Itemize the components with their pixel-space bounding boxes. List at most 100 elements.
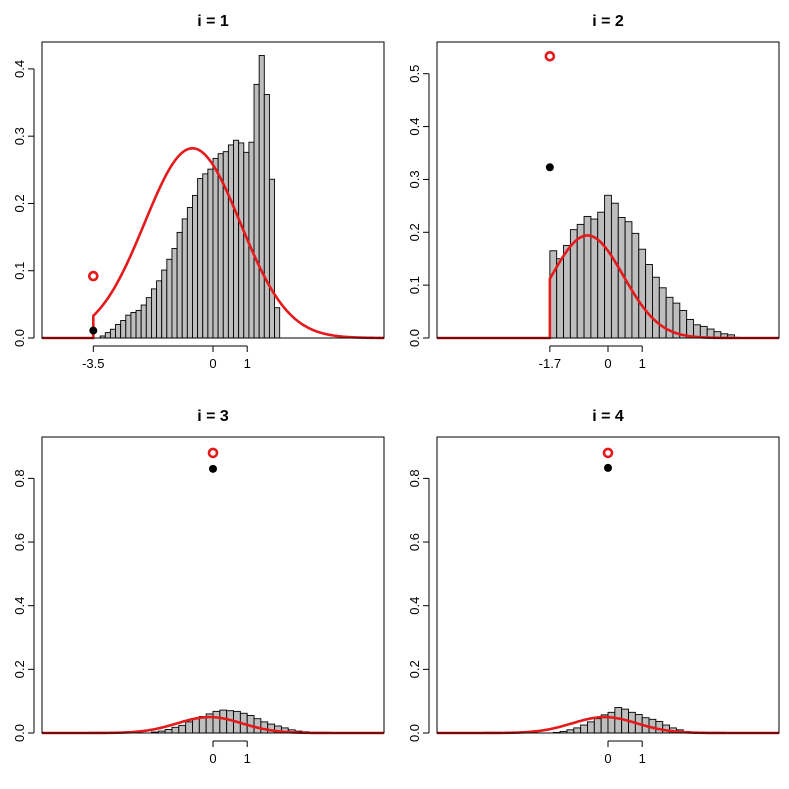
panel-2: i = 2 0.0 0.1 0.2 0.3 0.4 0.5 -1.7 0 1 xyxy=(407,13,780,371)
histogram-bar xyxy=(597,211,606,339)
histogram-bar xyxy=(233,139,240,339)
density-curve xyxy=(42,147,385,340)
x-tick-label: -3.5 xyxy=(82,356,104,371)
y-tick-label: 0.3 xyxy=(12,127,27,145)
y-tick-label: 0.2 xyxy=(407,660,422,678)
x-tick-label: 0 xyxy=(604,751,611,766)
histogram-bar xyxy=(607,711,616,734)
histogram-bar xyxy=(171,726,180,734)
open-red-point xyxy=(602,447,614,459)
filled-black-point xyxy=(209,464,217,473)
histogram-bar xyxy=(631,232,640,339)
histogram-bar xyxy=(274,307,281,339)
histogram-bar xyxy=(185,721,193,734)
histogram-bar xyxy=(593,718,602,734)
histogram-bar xyxy=(248,141,255,339)
y-tick-label: 0.0 xyxy=(407,329,422,347)
panel-3: i = 3 0.0 0.2 0.4 0.6 0.8 0 1 xyxy=(12,408,385,766)
histogram-bar xyxy=(219,709,228,734)
histogram-bar xyxy=(212,157,219,339)
open-red-point xyxy=(88,270,99,282)
histogram-bar xyxy=(652,276,660,339)
histogram-bar xyxy=(238,142,245,339)
histogram-bar xyxy=(186,207,193,339)
histogram-bar xyxy=(556,258,564,339)
open-red-point xyxy=(544,50,556,62)
histogram-bar xyxy=(222,151,229,339)
y-tick-label: 0.4 xyxy=(407,118,422,136)
histogram-bar xyxy=(580,724,588,734)
y-tick-label: 0.0 xyxy=(12,724,27,742)
x-tick-label: 0 xyxy=(209,356,216,371)
histogram-bar xyxy=(268,178,276,339)
histogram-bar xyxy=(604,194,612,339)
histogram-bar xyxy=(202,173,209,339)
filled-black-point xyxy=(604,463,612,472)
histogram-bar xyxy=(135,309,142,339)
histogram-bar xyxy=(658,287,667,339)
x-tick-label: 1 xyxy=(244,356,251,371)
y-tick-label: 0.1 xyxy=(12,262,27,280)
panel-title: i = 1 xyxy=(197,13,229,30)
histogram-bar xyxy=(150,288,158,339)
histogram-bar xyxy=(645,264,653,339)
histogram-bar xyxy=(120,320,127,339)
histogram-bar xyxy=(258,55,265,339)
histogram-bar xyxy=(140,304,147,339)
plot-frame xyxy=(436,436,780,734)
histogram-bar xyxy=(197,178,204,339)
histogram-bar xyxy=(192,718,200,734)
y-tick-label: 0.4 xyxy=(407,597,422,615)
panel-title: i = 4 xyxy=(592,408,624,425)
y-tick-label: 0.8 xyxy=(12,469,27,487)
histogram-bar xyxy=(161,269,168,339)
histogram-bar xyxy=(253,83,260,339)
open-red-point xyxy=(207,447,219,459)
plot-frame xyxy=(41,436,385,734)
histogram-bar xyxy=(192,194,199,339)
panel-1: i = 1 0.0 0.1 0.2 0.3 0.4 -3.5 0 1 xyxy=(12,13,385,371)
histogram-bar xyxy=(638,248,647,339)
x-tick-label: 0 xyxy=(604,356,611,371)
y-tick-label: 0.4 xyxy=(12,60,27,78)
panel-title: i = 3 xyxy=(197,408,229,425)
y-tick-label: 0.6 xyxy=(12,533,27,551)
histogram-bar xyxy=(614,707,623,734)
panel-4: i = 4 0.0 0.2 0.4 0.6 0.8 0 1 xyxy=(407,408,780,766)
x-tick-label: 1 xyxy=(639,751,646,766)
histogram-bar xyxy=(130,311,137,339)
y-tick-label: 0.6 xyxy=(407,533,422,551)
y-tick-label: 0.4 xyxy=(12,597,27,615)
histogram-bar xyxy=(145,297,152,339)
histogram-bar xyxy=(181,218,188,339)
histogram-bar xyxy=(263,94,270,339)
histogram-bar xyxy=(243,151,250,339)
histogram-bar xyxy=(212,710,221,734)
plot-frame xyxy=(41,41,385,339)
y-tick-label: 0.3 xyxy=(407,170,422,188)
y-tick-label: 0.1 xyxy=(407,276,422,294)
histogram-bar xyxy=(176,231,183,339)
histogram-bar xyxy=(227,144,234,339)
histogram-bar xyxy=(610,202,619,339)
histogram-bar xyxy=(576,223,585,339)
histogram-bar xyxy=(563,245,571,339)
histogram-bar xyxy=(164,729,173,734)
y-tick-label: 0.2 xyxy=(12,660,27,678)
histogram-bar xyxy=(115,324,122,339)
histogram-bar xyxy=(178,724,187,734)
histogram-bar xyxy=(156,280,163,339)
y-tick-label: 0.0 xyxy=(407,724,422,742)
histogram-bar xyxy=(171,248,178,339)
histogram-bar xyxy=(166,258,173,339)
y-tick-label: 0.5 xyxy=(407,65,422,83)
histogram-bar xyxy=(125,314,132,339)
histogram-bar xyxy=(104,332,111,339)
y-tick-label: 0.8 xyxy=(407,469,422,487)
histogram-bar xyxy=(573,727,582,734)
filled-black-point xyxy=(545,163,554,172)
y-tick-label: 0.2 xyxy=(12,194,27,212)
histogram-bar xyxy=(587,721,595,734)
histogram-bar xyxy=(207,168,214,339)
